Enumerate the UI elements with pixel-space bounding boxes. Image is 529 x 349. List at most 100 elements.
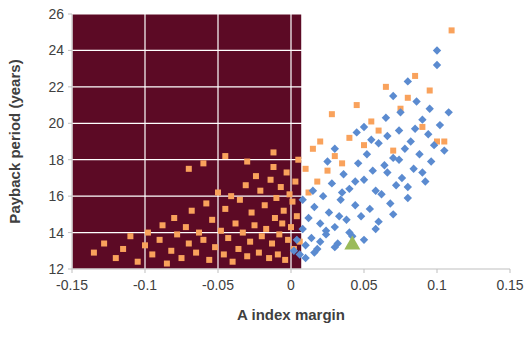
point xyxy=(433,46,441,54)
point xyxy=(174,231,180,237)
point xyxy=(430,141,438,149)
point xyxy=(237,197,243,203)
point xyxy=(346,135,352,141)
point xyxy=(401,145,409,153)
point xyxy=(186,241,192,247)
point xyxy=(421,177,429,185)
point xyxy=(329,111,335,117)
y-axis-title: Payback period (years) xyxy=(6,59,23,223)
point xyxy=(418,115,426,123)
x-tick xyxy=(145,269,146,273)
point xyxy=(259,233,265,239)
point xyxy=(270,149,276,155)
point xyxy=(243,182,249,188)
x-tick xyxy=(510,269,511,273)
y-tick-label: 16 xyxy=(48,188,64,204)
y-tick-label: 18 xyxy=(48,152,64,168)
point xyxy=(398,174,406,182)
point xyxy=(203,200,209,206)
y-tick-label: 20 xyxy=(48,115,64,131)
point xyxy=(415,150,423,158)
point xyxy=(328,179,336,187)
point xyxy=(316,237,324,245)
point xyxy=(383,168,391,176)
y-tick xyxy=(68,14,72,15)
point xyxy=(367,135,375,143)
point xyxy=(371,186,379,194)
point xyxy=(351,177,359,185)
point xyxy=(407,137,415,145)
point xyxy=(275,251,281,257)
point xyxy=(289,199,295,205)
plot-area xyxy=(72,14,510,269)
point xyxy=(91,250,97,256)
point xyxy=(363,150,371,158)
point xyxy=(272,215,278,221)
x-tick-label: -0.15 xyxy=(56,277,88,293)
point xyxy=(368,118,374,124)
point xyxy=(301,241,309,249)
point xyxy=(298,196,306,204)
y-tick xyxy=(68,86,72,87)
grid-line-y xyxy=(72,123,510,124)
point xyxy=(285,237,291,243)
point xyxy=(426,105,434,113)
x-tick-label: 0.15 xyxy=(496,277,523,293)
point xyxy=(244,159,250,165)
x-tick xyxy=(364,269,365,273)
point xyxy=(266,255,272,261)
grid-line-x xyxy=(509,14,510,269)
point xyxy=(142,242,148,248)
y-tick-label: 12 xyxy=(48,261,64,277)
point xyxy=(293,236,301,244)
point xyxy=(331,243,339,251)
x-tick xyxy=(218,269,219,273)
grid-line-x xyxy=(290,14,291,269)
point xyxy=(339,160,345,166)
series-1 xyxy=(290,46,453,262)
point xyxy=(354,102,360,108)
x-tick-label: 0.1 xyxy=(427,277,447,293)
point xyxy=(222,153,228,159)
point xyxy=(268,177,274,183)
point xyxy=(336,196,344,204)
point xyxy=(404,194,412,202)
grid-line-y xyxy=(72,268,510,269)
point xyxy=(389,92,397,100)
x-tick-label: 0 xyxy=(287,277,295,293)
point xyxy=(354,159,362,167)
point xyxy=(316,219,324,227)
point xyxy=(382,114,390,122)
y-tick xyxy=(68,232,72,233)
point xyxy=(419,124,425,130)
point xyxy=(427,88,433,94)
y-tick xyxy=(68,269,72,270)
point xyxy=(325,208,333,216)
point xyxy=(345,185,353,193)
point xyxy=(427,157,435,165)
point xyxy=(233,220,239,226)
point xyxy=(412,73,418,79)
point xyxy=(332,153,338,159)
point xyxy=(390,148,396,154)
point xyxy=(218,228,224,234)
point xyxy=(263,226,269,232)
point xyxy=(404,77,412,85)
point xyxy=(436,121,444,129)
point xyxy=(331,223,339,231)
point xyxy=(269,241,275,247)
point xyxy=(206,257,212,263)
point xyxy=(303,166,309,172)
point xyxy=(317,139,323,145)
point xyxy=(339,170,347,178)
y-tick-label: 22 xyxy=(48,79,64,95)
point xyxy=(193,250,199,256)
point xyxy=(196,230,202,236)
point xyxy=(215,190,221,196)
point xyxy=(212,244,218,250)
x-tick-label: -0.1 xyxy=(133,277,157,293)
point xyxy=(366,205,374,213)
point xyxy=(404,183,412,191)
point xyxy=(444,108,452,116)
point xyxy=(244,253,250,259)
